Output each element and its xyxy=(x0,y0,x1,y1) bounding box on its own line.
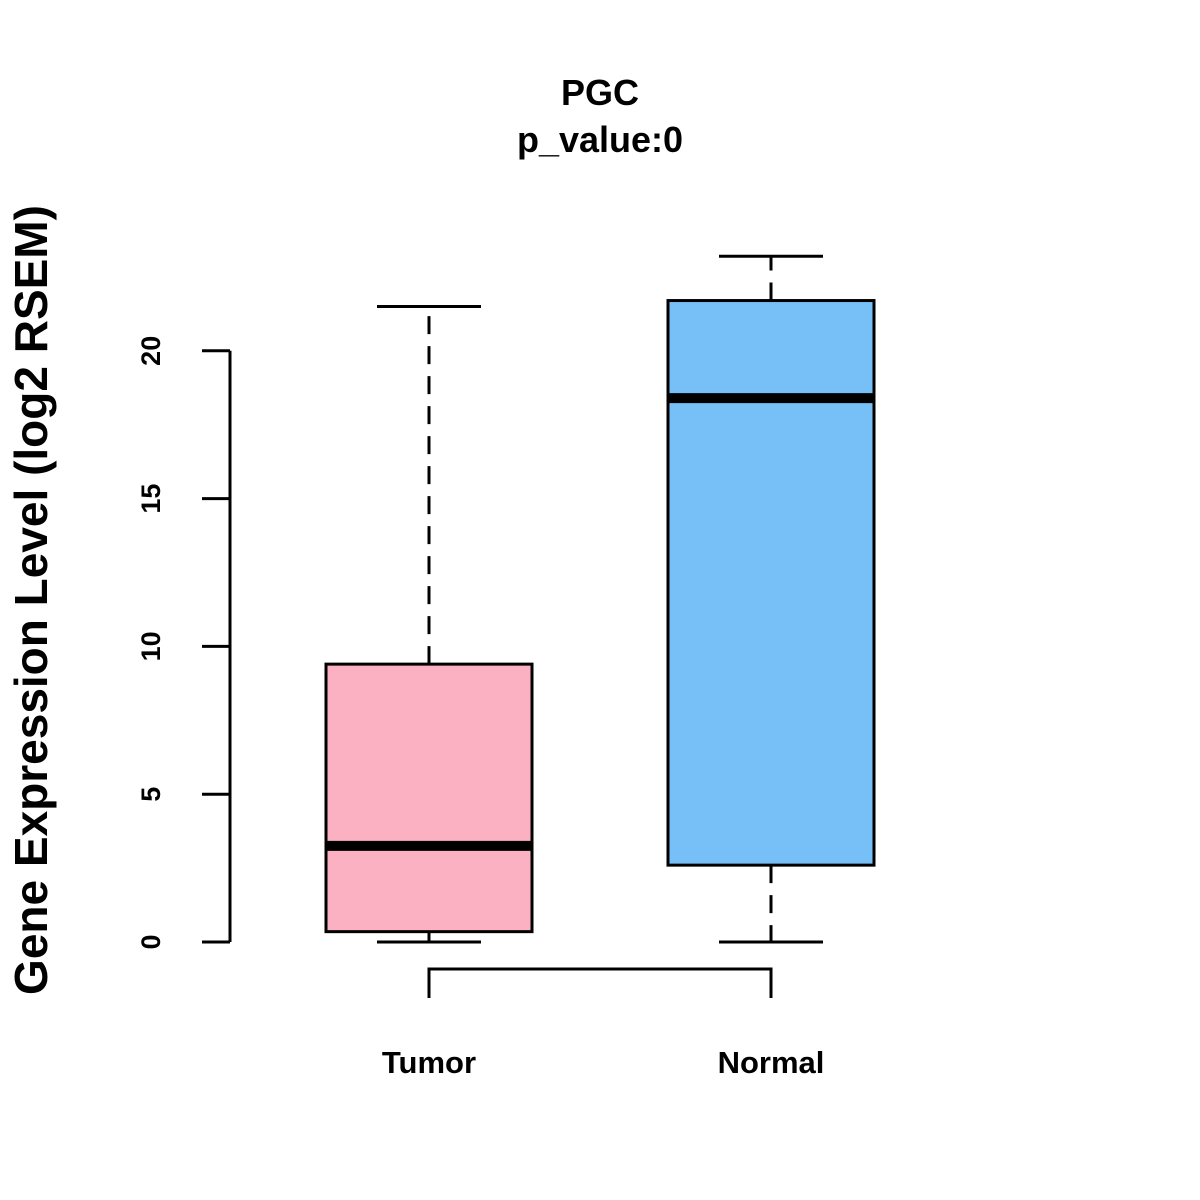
y-tick-label: 0 xyxy=(136,934,166,949)
y-axis-label: Gene Expression Level (log2 RSEM) xyxy=(5,205,57,995)
box-normal xyxy=(666,254,876,944)
y-tick-label: 10 xyxy=(136,631,166,661)
y-axis: 0 5 10 15 20 xyxy=(136,336,232,950)
x-category-label: Tumor xyxy=(382,1045,476,1080)
chart-title: PGC xyxy=(561,72,639,113)
iqr-box xyxy=(324,662,534,934)
y-tick-label: 5 xyxy=(136,787,166,802)
x-axis-line xyxy=(427,967,773,998)
y-tick-label: 20 xyxy=(136,336,166,366)
x-category-label: Normal xyxy=(718,1045,825,1080)
iqr-box xyxy=(666,299,876,867)
y-tick-label: 15 xyxy=(136,484,166,514)
chart-subtitle: p_value:0 xyxy=(517,119,683,160)
box-tumor xyxy=(324,304,534,944)
x-axis: Tumor Normal xyxy=(382,967,825,1080)
boxes-group xyxy=(324,254,876,944)
